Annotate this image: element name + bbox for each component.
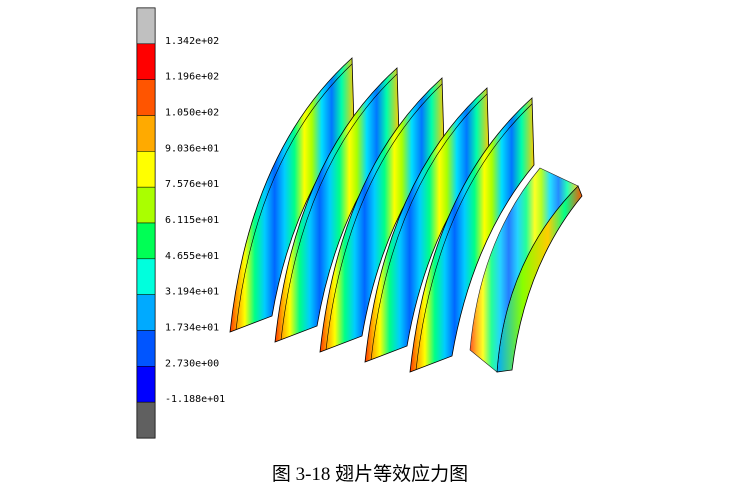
- flange-face: [469, 167, 579, 373]
- fin-edge: [235, 63, 353, 331]
- legend-cell: [136, 151, 156, 188]
- legend-cell: [136, 43, 156, 80]
- legend-label: 1.734e+01: [165, 323, 219, 334]
- legend-label: 2.730e+00: [165, 358, 219, 369]
- legend-label: 9.036e+01: [165, 143, 219, 154]
- fin-edge: [415, 103, 533, 371]
- legend-cell: [136, 186, 156, 224]
- legend-cell: [136, 294, 156, 331]
- color-legend: 1.342e+02 1.196e+02 1.050e+02 9.036e+01 7.57…: [136, 7, 225, 439]
- legend-label: 1.196e+02: [165, 72, 219, 83]
- fin-model: [229, 57, 583, 373]
- legend-cell: [136, 115, 156, 152]
- fin-edge: [280, 73, 398, 341]
- fin: [364, 87, 490, 363]
- fin-edge: [370, 93, 488, 361]
- fin: [319, 77, 445, 353]
- legend-cell: [136, 222, 156, 260]
- legend-label: -1.188e+01: [165, 394, 225, 405]
- legend-cell: [136, 401, 156, 439]
- legend-cell: [136, 258, 156, 295]
- fin: [229, 57, 355, 333]
- legend-label: 4.655e+01: [165, 251, 219, 262]
- legend-label: 3.194e+01: [165, 287, 219, 298]
- caption: 图 3-18 翅片等效应力图: [272, 463, 468, 485]
- legend-label: 6.115e+01: [165, 215, 219, 226]
- fin: [274, 67, 400, 343]
- fin-edge: [325, 83, 443, 351]
- legend-label: 1.342e+02: [165, 36, 219, 47]
- legend-cell: [136, 366, 156, 403]
- legend-label: 7.576e+01: [165, 179, 219, 190]
- fin: [409, 97, 535, 373]
- legend-cell: [136, 7, 156, 45]
- legend-label: 1.050e+02: [165, 108, 219, 119]
- legend-cell: [136, 79, 156, 116]
- legend-cell: [136, 330, 156, 367]
